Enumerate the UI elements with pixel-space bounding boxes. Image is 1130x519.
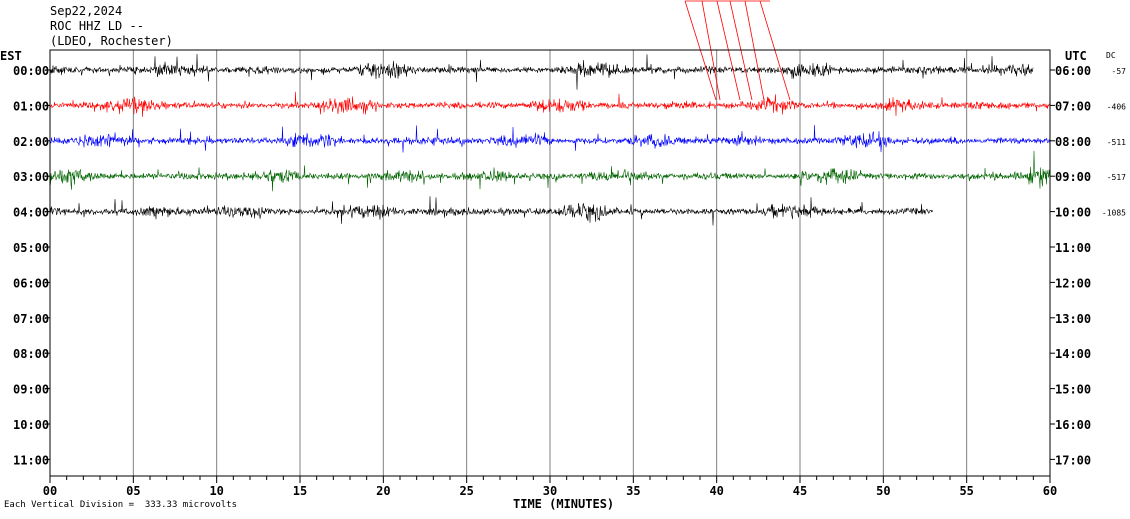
x-tick-label: 20 xyxy=(376,484,390,498)
station-label: ROC HHZ LD -- xyxy=(50,19,144,33)
dc-value: -406 xyxy=(1107,102,1126,111)
est-hour-label: 09:00 xyxy=(13,383,49,397)
est-hour-label: 00:00 xyxy=(13,64,49,78)
dc-value: -517 xyxy=(1107,173,1126,182)
dc-value: -57 xyxy=(1112,67,1127,76)
est-hour-label: 04:00 xyxy=(13,206,49,220)
est-hour-label: 06:00 xyxy=(13,276,49,290)
est-hour-label: 11:00 xyxy=(13,453,49,467)
dc-value: -1085 xyxy=(1102,209,1126,218)
est-hour-label: 05:00 xyxy=(13,241,49,255)
date-label: Sep22,2024 xyxy=(50,4,123,18)
trace-hour-0 xyxy=(49,53,1034,90)
utc-hour-label: 06:00 xyxy=(1055,64,1091,78)
x-tick-label: 40 xyxy=(709,484,723,498)
est-hour-label: 01:00 xyxy=(13,99,49,113)
utc-hour-label: 16:00 xyxy=(1055,418,1091,432)
est-hour-label: 02:00 xyxy=(13,135,49,149)
scale-note: Each Vertical Division = 333.33 microvol… xyxy=(4,500,237,510)
x-tick-label: 55 xyxy=(959,484,973,498)
x-tick-label: 30 xyxy=(543,484,557,498)
utc-hour-label: 09:00 xyxy=(1055,170,1091,184)
utc-hour-label: 08:00 xyxy=(1055,135,1091,149)
utc-hour-label: 15:00 xyxy=(1055,383,1091,397)
x-tick-label: 25 xyxy=(459,484,473,498)
dc-value: -511 xyxy=(1107,138,1126,147)
trace-hour-1 xyxy=(50,91,1051,117)
utc-hour-label: 13:00 xyxy=(1055,312,1091,326)
utc-hour-label: 12:00 xyxy=(1055,276,1091,290)
x-tick-label: 35 xyxy=(626,484,640,498)
x-tick-label: 10 xyxy=(209,484,223,498)
est-title: EST xyxy=(0,49,22,63)
est-hour-label: 10:00 xyxy=(13,418,49,432)
utc-hour-label: 07:00 xyxy=(1055,99,1091,113)
est-hour-label: 07:00 xyxy=(13,312,49,326)
trace-hour-2 xyxy=(49,124,1051,153)
utc-title: UTC xyxy=(1065,49,1087,63)
est-hour-label: 08:00 xyxy=(13,347,49,361)
utc-hour-label: 11:00 xyxy=(1055,241,1091,255)
x-tick-label: 05 xyxy=(126,484,140,498)
dc-title: DC xyxy=(1106,51,1116,60)
x-tick-label: 50 xyxy=(876,484,890,498)
est-hour-label: 03:00 xyxy=(13,170,49,184)
trace-hour-3 xyxy=(49,150,1051,192)
trace-hour-4 xyxy=(49,196,934,226)
x-axis-label: TIME (MINUTES) xyxy=(513,497,615,511)
x-tick-label: 15 xyxy=(293,484,307,498)
x-tick-label: 60 xyxy=(1043,484,1057,498)
utc-hour-label: 10:00 xyxy=(1055,206,1091,220)
x-tick-label: 45 xyxy=(793,484,807,498)
x-tick-label: 00 xyxy=(43,484,57,498)
utc-hour-label: 17:00 xyxy=(1055,453,1091,467)
network-label: (LDEO, Rochester) xyxy=(50,34,173,48)
utc-hour-label: 14:00 xyxy=(1055,347,1091,361)
